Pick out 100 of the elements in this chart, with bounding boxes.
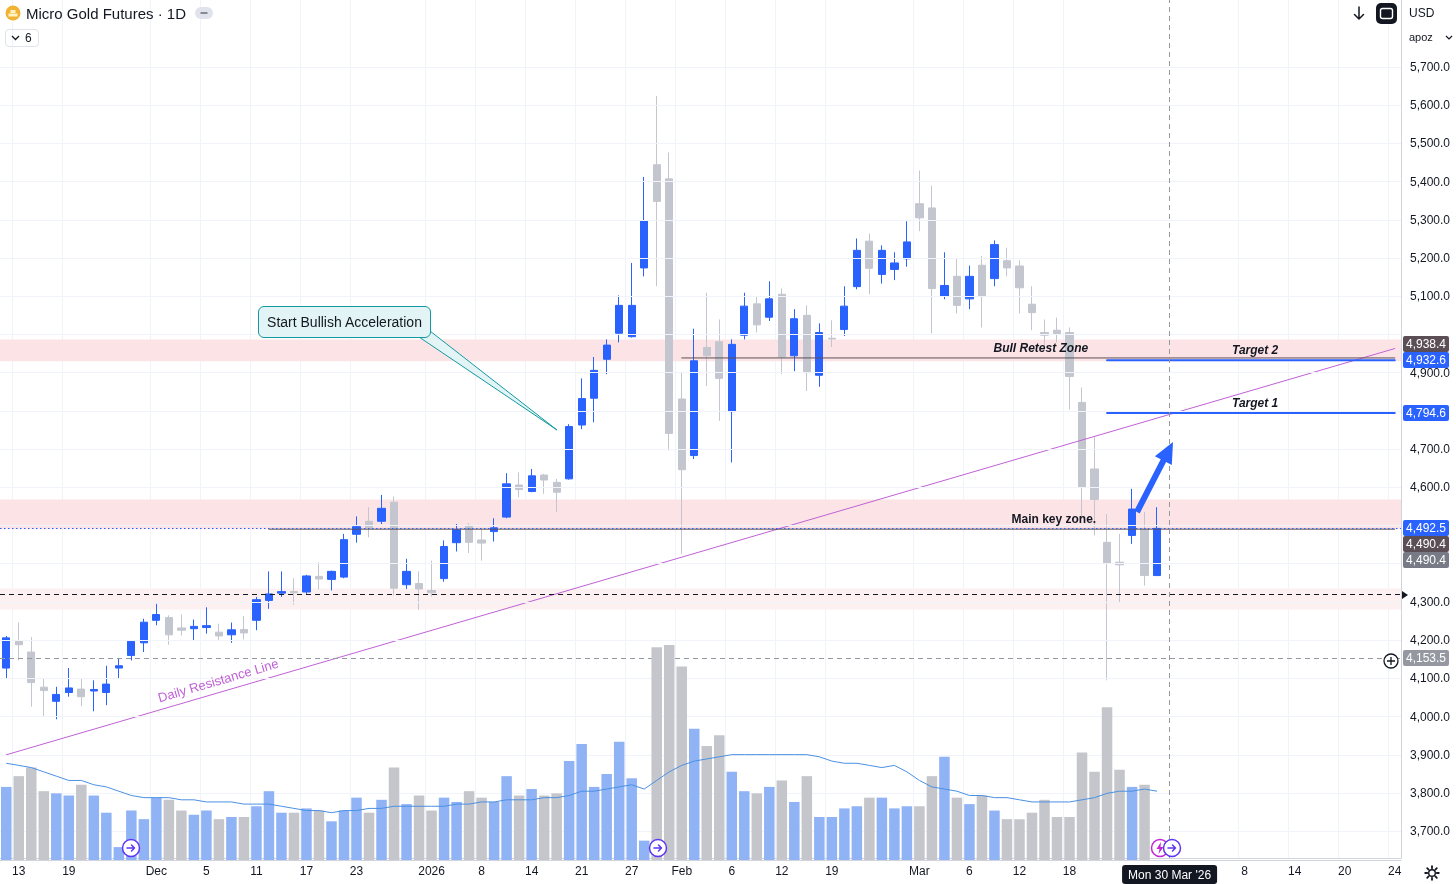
x-tick-label: 14 xyxy=(524,864,539,878)
candlestick xyxy=(978,255,986,329)
bar xyxy=(38,791,50,860)
y-tick-label: 5,100.0 xyxy=(1410,289,1451,304)
x-tick-label: 12 xyxy=(775,864,789,878)
candlestick xyxy=(1028,285,1036,331)
bar xyxy=(163,799,175,860)
candlestick xyxy=(140,618,148,653)
bar xyxy=(663,645,675,860)
bar xyxy=(1026,812,1038,860)
bar xyxy=(1076,752,1088,860)
candlestick xyxy=(65,667,73,698)
bar xyxy=(288,812,300,860)
candlestick xyxy=(990,239,999,287)
bar xyxy=(538,795,550,860)
x-tick-label: Feb xyxy=(671,864,693,878)
bar xyxy=(151,797,162,860)
candlestick xyxy=(477,528,486,562)
bar xyxy=(188,814,200,860)
candlestick xyxy=(765,280,773,322)
bar xyxy=(326,821,337,860)
bar xyxy=(201,810,212,860)
bar xyxy=(576,743,587,860)
candlestick xyxy=(227,622,236,644)
candlestick xyxy=(15,622,23,661)
candlestick xyxy=(365,506,373,538)
bar xyxy=(263,791,275,860)
candlestick xyxy=(715,319,723,422)
y-tick-label: 5,700.0 xyxy=(1410,59,1451,74)
bar xyxy=(51,793,62,860)
x-tick-label: 5 xyxy=(203,864,211,878)
bar xyxy=(739,791,750,860)
x-tick-label: Dec xyxy=(145,864,168,878)
text: USD xyxy=(1409,6,1435,20)
bar xyxy=(864,797,875,860)
y-tick-label: 4,700.0 xyxy=(1410,442,1451,457)
candlestick xyxy=(265,570,273,610)
candlestick xyxy=(878,244,886,285)
candlestick xyxy=(515,471,523,498)
bar xyxy=(726,771,738,860)
x-tick-label: 8 xyxy=(1241,864,1249,878)
bar xyxy=(251,806,262,860)
bar xyxy=(526,789,537,860)
candlestick xyxy=(215,623,223,642)
bar xyxy=(964,804,975,860)
annotation: Start Bullish Acceleration xyxy=(258,306,431,338)
bar xyxy=(764,786,775,860)
y-tick-label: 3,900.0 xyxy=(1410,747,1451,762)
candlestick xyxy=(815,322,823,388)
x-tick-label: 24 xyxy=(1388,864,1402,878)
bar xyxy=(926,776,938,860)
bar xyxy=(451,801,462,860)
bar xyxy=(1,786,12,860)
bar xyxy=(1001,819,1013,860)
candlestick xyxy=(440,539,448,583)
bar xyxy=(889,808,900,860)
candlestick xyxy=(565,423,573,481)
ref-line-label: 4,153.5 xyxy=(1403,649,1450,666)
series-label: Target 1 xyxy=(1232,395,1279,411)
candlestick xyxy=(690,328,698,460)
candlestick xyxy=(678,371,686,555)
candlestick xyxy=(865,233,873,295)
x-tick-label: 19 xyxy=(825,864,839,878)
bar xyxy=(1014,819,1025,860)
candlestick xyxy=(578,377,586,430)
candlestick xyxy=(603,338,611,375)
candlestick xyxy=(252,596,261,631)
bar xyxy=(63,795,75,860)
x-tick-label: 18 xyxy=(1062,864,1077,878)
candlestick xyxy=(665,151,673,452)
candlestick xyxy=(790,308,798,372)
candlestick xyxy=(803,304,811,392)
ref-line-label: 4,492.5 xyxy=(1403,520,1450,537)
y-tick-label: 3,700.0 xyxy=(1410,824,1451,839)
candlestick xyxy=(427,560,436,598)
bar xyxy=(876,797,888,860)
y-tick-label: 5,200.0 xyxy=(1410,250,1451,265)
bar xyxy=(138,819,150,860)
candlestick xyxy=(115,658,123,680)
x-tick-label: 21 xyxy=(574,864,589,878)
bar xyxy=(1064,817,1075,860)
bar xyxy=(276,812,287,860)
bar xyxy=(951,797,963,860)
bar xyxy=(338,810,350,860)
bar xyxy=(989,810,1000,860)
bar xyxy=(801,776,813,860)
text: 4,490.4 xyxy=(1403,552,1450,569)
candlestick xyxy=(1115,533,1124,603)
x-tick-label: Mon 30 Mar '26 xyxy=(1128,868,1212,882)
candlestick xyxy=(740,292,748,340)
candlestick xyxy=(915,169,924,232)
x-tick-label: 11 xyxy=(250,864,263,878)
candlestick xyxy=(890,251,899,281)
bar xyxy=(839,808,850,860)
candlestick xyxy=(953,258,961,314)
x-tick-label: 8 xyxy=(478,864,486,878)
x-tick-label: 20 xyxy=(1338,864,1352,878)
candlestick xyxy=(277,570,286,598)
candlestick xyxy=(928,185,936,334)
candlestick xyxy=(940,251,949,300)
